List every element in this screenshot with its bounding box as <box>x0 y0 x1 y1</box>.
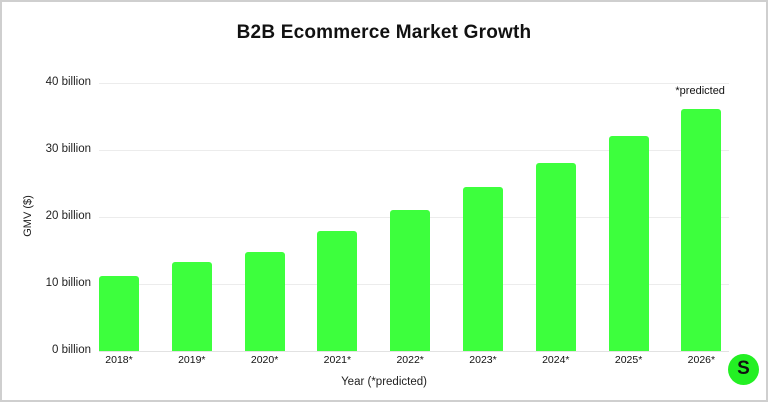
bar-2019 <box>171 261 212 351</box>
gridline <box>99 351 729 352</box>
brand-logo: S <box>728 354 759 385</box>
bar-2022 <box>390 210 431 351</box>
x-tick-label: 2021* <box>323 354 352 366</box>
bar-2026 <box>681 109 722 351</box>
x-tick-label: 2022* <box>396 354 424 366</box>
bar-2024 <box>535 162 576 351</box>
y-tick-label: 10 billion <box>45 277 91 289</box>
x-axis-label: Year (*predicted) <box>341 376 427 388</box>
y-tick-label: 0 billion <box>52 344 91 356</box>
bar-2023 <box>463 186 503 351</box>
y-tick-label: 40 billion <box>45 76 91 88</box>
x-tick-label: 2024* <box>542 354 570 366</box>
x-tick-label: 2023* <box>469 354 497 366</box>
x-tick-label: 2019* <box>178 354 206 366</box>
x-tick-label: 2018* <box>105 354 133 366</box>
gridline <box>99 150 729 151</box>
y-tick-label: 20 billion <box>45 210 91 222</box>
x-tick-label: 2025* <box>614 354 643 366</box>
x-tick-label: 2026* <box>687 354 716 366</box>
chart-title: B2B Ecommerce Market Growth <box>236 22 532 43</box>
bar-2020 <box>244 251 285 351</box>
predicted-annotation: *predicted <box>675 85 725 98</box>
bar-2025 <box>608 135 649 351</box>
bar-2021 <box>317 231 358 351</box>
logo-letter: S <box>737 358 750 379</box>
bar-2018 <box>99 275 139 351</box>
y-tick-label: 30 billion <box>45 143 91 155</box>
x-tick-label: 2020* <box>250 354 279 366</box>
gridline <box>99 83 729 84</box>
